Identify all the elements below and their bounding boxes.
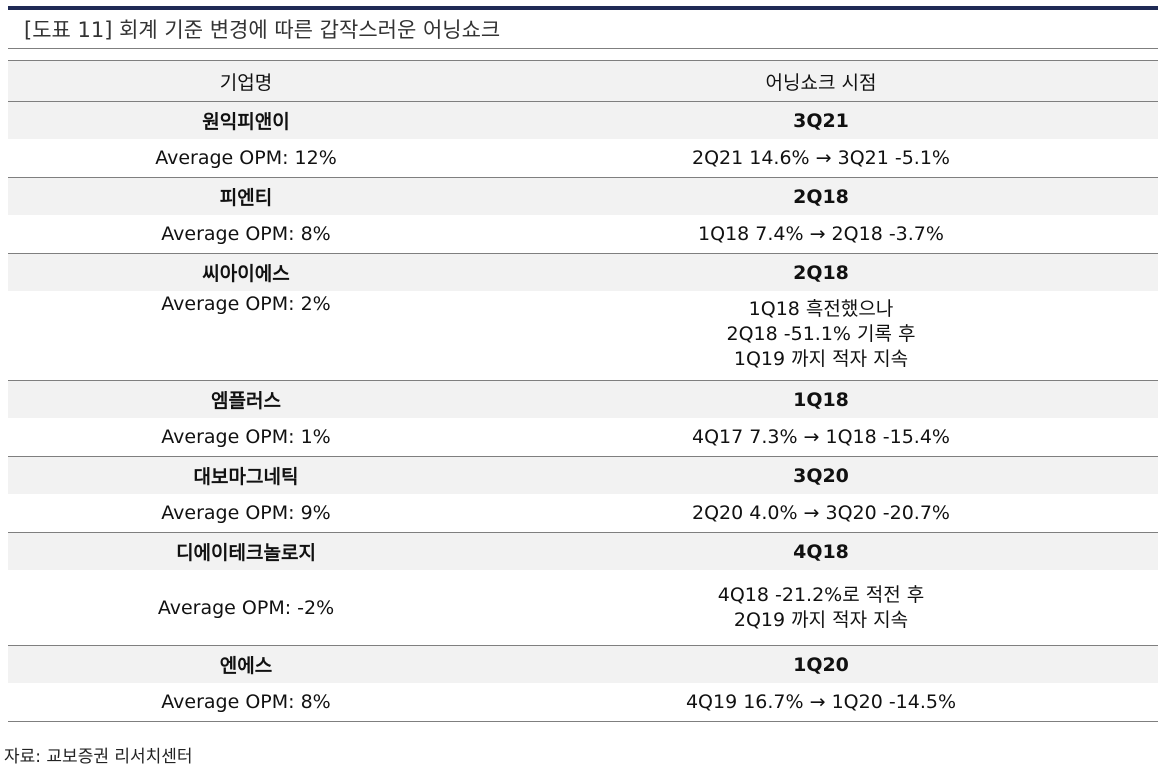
average-opm: Average OPM: -2% bbox=[157, 596, 335, 619]
opm-change: 1Q18 7.4% → 2Q18 -3.7% bbox=[698, 222, 944, 245]
table-row-detail: Average OPM: 2% 1Q18 흑전했으나 2Q18 -51.1% 기… bbox=[8, 291, 1158, 381]
opm-change: 1Q18 흑전했으나 2Q18 -51.1% 기록 후 1Q19 까지 적자 지… bbox=[484, 291, 1158, 381]
average-opm: Average OPM: 2% bbox=[161, 293, 331, 315]
average-opm: Average OPM: 12% bbox=[155, 147, 337, 169]
column-header-company: 기업명 bbox=[8, 60, 484, 102]
company-name: 대보마그네틱 bbox=[8, 456, 484, 494]
table-row-detail: Average OPM: 1% 4Q17 7.3% → 1Q18 -15.4% bbox=[8, 418, 1158, 457]
shock-quarter: 1Q18 bbox=[484, 380, 1158, 418]
company-name: 엠플러스 bbox=[8, 380, 484, 418]
average-opm: Average OPM: 8% bbox=[8, 683, 484, 722]
table-row-company: 대보마그네틱 3Q20 bbox=[8, 456, 1158, 494]
table-title: [도표 11] 회계 기준 변경에 따른 갑작스러운 어닝쇼크 bbox=[24, 18, 501, 42]
table-row-detail: Average OPM: -2% 4Q18 -21.2%로 적전 후 2Q19 … bbox=[8, 570, 1158, 646]
company-name: 디에이테크놀로지 bbox=[8, 532, 484, 570]
company-name: 피엔티 bbox=[8, 177, 484, 215]
table-row-company: 피엔티 2Q18 bbox=[8, 177, 1158, 215]
opm-change-line: 1Q19 까지 적자 지속 bbox=[733, 348, 909, 370]
earnings-shock-table: 기업명 어닝쇼크 시점 원익피앤이 3Q21 Average OPM: 12% … bbox=[8, 60, 1158, 722]
company-name: 엔에스 bbox=[8, 645, 484, 683]
table-row-detail: Average OPM: 8% 1Q18 7.4% → 2Q18 -3.7% bbox=[8, 215, 1158, 254]
table-row-company: 엔에스 1Q20 bbox=[8, 645, 1158, 683]
shock-quarter: 1Q20 bbox=[484, 645, 1158, 683]
table-row-detail: Average OPM: 9% 2Q20 4.0% → 3Q20 -20.7% bbox=[8, 494, 1158, 533]
average-opm: Average OPM: 1% bbox=[161, 426, 331, 448]
table-row-company: 디에이테크놀로지 4Q18 bbox=[8, 532, 1158, 570]
table-row-company: 씨아이에스 2Q18 bbox=[8, 253, 1158, 291]
company-name: 씨아이에스 bbox=[8, 253, 484, 291]
average-opm: Average OPM: 9% bbox=[161, 502, 331, 524]
table-row-company: 엠플러스 1Q18 bbox=[8, 380, 1158, 418]
title-top-bar bbox=[8, 6, 1158, 10]
source-note: 자료: 교보증권 리서치센터 bbox=[4, 747, 193, 767]
title-rule bbox=[8, 48, 1158, 49]
opm-change-line: 1Q18 흑전했으나 bbox=[748, 298, 894, 320]
opm-change: 2Q20 4.0% → 3Q20 -20.7% bbox=[691, 501, 950, 524]
shock-quarter: 4Q18 bbox=[484, 532, 1158, 570]
table-row-detail: Average OPM: 8% 4Q19 16.7% → 1Q20 -14.5% bbox=[8, 683, 1158, 722]
average-opm: Average OPM: 8% bbox=[161, 223, 331, 245]
table-row-company: 원익피앤이 3Q21 bbox=[8, 101, 1158, 139]
opm-change: 2Q21 14.6% → 3Q21 -5.1% bbox=[691, 146, 950, 169]
opm-change-line: 4Q18 -21.2%로 적전 후 bbox=[717, 583, 925, 606]
opm-change-line: 2Q18 -51.1% 기록 후 bbox=[726, 323, 916, 345]
opm-change: 4Q19 16.7% → 1Q20 -14.5% bbox=[484, 683, 1158, 722]
company-name: 원익피앤이 bbox=[8, 101, 484, 139]
shock-quarter: 2Q18 bbox=[484, 177, 1158, 215]
table-header-row: 기업명 어닝쇼크 시점 bbox=[8, 60, 1158, 102]
shock-quarter: 3Q20 bbox=[484, 456, 1158, 494]
opm-change: 4Q18 -21.2%로 적전 후 2Q19 까지 적자 지속 bbox=[484, 570, 1158, 646]
shock-quarter: 2Q18 bbox=[484, 253, 1158, 291]
column-header-shock-timing: 어닝쇼크 시점 bbox=[484, 60, 1158, 102]
shock-quarter: 3Q21 bbox=[484, 101, 1158, 139]
table-row-detail: Average OPM: 12% 2Q21 14.6% → 3Q21 -5.1% bbox=[8, 139, 1158, 178]
opm-change-line: 2Q19 까지 적자 지속 bbox=[733, 608, 909, 631]
opm-change: 4Q17 7.3% → 1Q18 -15.4% bbox=[691, 425, 950, 448]
